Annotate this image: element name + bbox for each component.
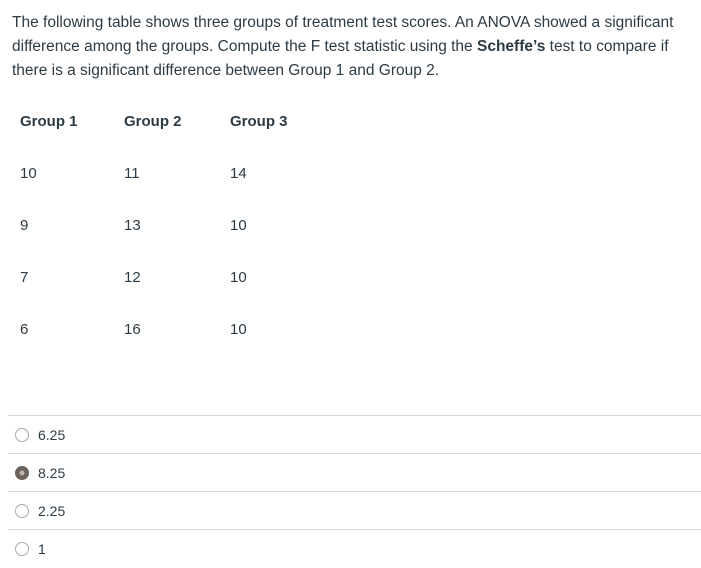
table-cell: 14: [230, 164, 247, 182]
scores-table: Group 1 Group 2 Group 3 10 11 14 9 13 10…: [20, 95, 350, 355]
radio-button-icon[interactable]: [15, 427, 29, 442]
table-header-group-1: Group 1: [20, 112, 78, 130]
table-cell: 10: [230, 268, 247, 286]
question-line-1: The following table shows three groups o…: [12, 14, 674, 31]
question-line-2-bold: Scheffe’s: [476, 38, 546, 55]
table-cell: 10: [20, 164, 37, 182]
question-line-2-post: test to compare if: [545, 38, 669, 55]
answer-option-4[interactable]: 1: [8, 529, 701, 567]
table-row: 9 13 10: [20, 199, 350, 251]
table-cell: 7: [20, 268, 29, 286]
answer-option-1[interactable]: 6.25: [8, 415, 701, 453]
table-header-group-2: Group 2: [124, 112, 182, 130]
radio-button-icon[interactable]: [15, 503, 29, 518]
answer-option-label: 2.25: [38, 502, 66, 519]
table-row: 10 11 14: [20, 147, 350, 199]
question-line-2: difference among the groups. Compute the…: [12, 35, 691, 59]
answer-option-3[interactable]: 2.25: [8, 491, 701, 529]
question-text: The following table shows three groups o…: [0, 0, 701, 83]
table-cell: 12: [124, 268, 141, 286]
table-cell: 6: [20, 320, 29, 338]
question-line-2-pre: difference among the groups. Compute the…: [12, 38, 477, 55]
table-cell: 11: [124, 164, 140, 182]
answer-option-label: 8.25: [38, 464, 66, 481]
table-cell: 16: [124, 320, 141, 338]
table-row: 7 12 10: [20, 251, 350, 303]
question-line-3: there is a significant difference betwee…: [12, 62, 440, 79]
radio-button-icon[interactable]: [15, 465, 29, 480]
table-header-row: Group 1 Group 2 Group 3: [20, 95, 350, 147]
table-header-group-3: Group 3: [230, 112, 288, 130]
table-row: 6 16 10: [20, 303, 350, 355]
table-cell: 10: [230, 216, 247, 234]
answer-option-2[interactable]: 8.25: [8, 453, 701, 491]
table-cell: 13: [124, 216, 141, 234]
table-cell: 9: [20, 216, 29, 234]
answer-option-label: 1: [38, 540, 46, 557]
answer-options: 6.25 8.25 2.25 1: [8, 415, 701, 567]
table-cell: 10: [230, 320, 247, 338]
radio-button-icon[interactable]: [15, 541, 29, 556]
answer-option-label: 6.25: [38, 426, 66, 443]
